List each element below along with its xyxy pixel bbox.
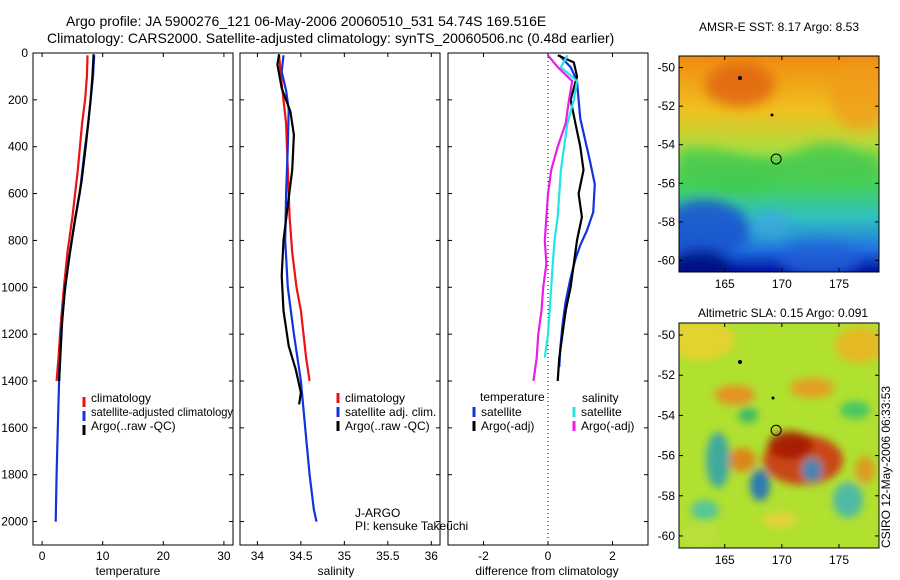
temperature-xtick-label: 20 xyxy=(157,549,171,563)
difference-legend-salinity: salinity xyxy=(582,391,619,405)
difference-plot-frame xyxy=(447,52,649,546)
depth-tick-label: 600 xyxy=(8,187,28,201)
sla-ytick-label: -50 xyxy=(658,328,676,342)
difference-series-2 xyxy=(543,54,579,358)
sla-xtick-label: 170 xyxy=(772,553,792,567)
sla-heatmap xyxy=(679,323,879,548)
sst-ytick-label: -58 xyxy=(658,215,676,229)
temperature-xtick-label: 30 xyxy=(217,549,231,563)
salinity-annotation-program: J-ARGO xyxy=(355,506,400,520)
difference-legend-temp-argo: Argo(-adj) xyxy=(481,419,534,433)
salinity-profile-panel: 34 34.5 35 35.5 36 salinity climatology sate… xyxy=(239,52,468,578)
salinity-xtick-label: 35 xyxy=(338,549,352,563)
salinity-series-2 xyxy=(276,54,302,405)
temperature-series-2 xyxy=(58,54,95,382)
sla-ytick-label: -58 xyxy=(658,489,676,503)
salinity-legend-satellite: satellite adj. clim. xyxy=(345,405,436,419)
sla-ytick-label: -60 xyxy=(658,529,676,543)
sla-xtick-label: 175 xyxy=(829,553,849,567)
sla-ytick-label: -52 xyxy=(658,368,676,382)
sla-ytick-label: -56 xyxy=(658,449,676,463)
sst-map-frame xyxy=(678,55,880,273)
sst-xtick-label: 170 xyxy=(772,277,792,291)
salinity-series-0 xyxy=(278,55,311,382)
depth-tick-label: 1800 xyxy=(1,468,28,482)
temperature-xlabel: temperature xyxy=(96,564,161,578)
salinity-legend: climatology satellite adj. clim. Argo(..… xyxy=(336,391,436,433)
temperature-legend-satellite: satellite-adjusted climatology xyxy=(91,405,233,419)
temperature-xtick-label: 10 xyxy=(96,549,110,563)
depth-tick-label: 0 xyxy=(21,46,28,60)
temperature-plot-frame xyxy=(32,52,234,546)
salinity-xlabel: salinity xyxy=(318,564,355,578)
sst-map-panel: AMSR-E SST: 8.17 Argo: 8.53 165 170 175 -50… xyxy=(658,20,880,291)
difference-legend: temperature satellite Argo(-adj) salinit… xyxy=(472,390,634,433)
depth-tick-label: 200 xyxy=(8,93,28,107)
salinity-xtick-label: 36 xyxy=(425,549,439,563)
temperature-xtick-label: 0 xyxy=(39,549,46,563)
sst-ytick-label: -54 xyxy=(658,138,676,152)
sst-xtick-label: 175 xyxy=(829,277,849,291)
depth-tick-label: 800 xyxy=(8,233,28,247)
difference-xtick-label: 0 xyxy=(545,549,552,563)
difference-xtick-label: -2 xyxy=(478,549,489,563)
sla-xtick-label: 165 xyxy=(715,553,735,567)
sst-map-title: AMSR-E SST: 8.17 Argo: 8.53 xyxy=(699,20,859,34)
salinity-legend-argo: Argo(..raw -QC) xyxy=(345,419,430,433)
sst-xtick-label: 165 xyxy=(715,277,735,291)
difference-legend-sal-argo: Argo(-adj) xyxy=(581,419,634,433)
sla-land-marks xyxy=(738,360,775,400)
sla-argo-location-marker xyxy=(770,424,782,436)
salinity-series-1 xyxy=(280,55,318,522)
difference-series-1 xyxy=(556,54,585,382)
difference-profile-panel: -2 0 2 difference from climatology tempera… xyxy=(447,52,649,578)
credit-stamp: CSIRO 12-May-2006 06:33:53 xyxy=(879,386,893,548)
depth-tick-label: 1000 xyxy=(1,280,28,294)
sst-argo-location-marker xyxy=(770,153,782,165)
temperature-legend-climatology: climatology xyxy=(91,391,151,405)
difference-series-0 xyxy=(558,54,596,367)
sla-map-frame xyxy=(678,322,880,549)
salinity-xtick-label: 34 xyxy=(251,549,265,563)
sst-ytick-label: -50 xyxy=(658,61,676,75)
header-line-2: Climatology: CARS2000. Satellite-adjuste… xyxy=(47,30,614,46)
depth-tick-label: 2000 xyxy=(1,515,28,529)
temperature-legend: climatology satellite-adjusted climatolo… xyxy=(82,391,233,435)
salinity-plot-frame xyxy=(239,52,441,546)
sla-ytick-label: -54 xyxy=(658,408,676,422)
difference-xtick-label: 2 xyxy=(609,549,616,563)
temperature-profile-panel: 0 10 20 30 0 200 400 600 800 1000 1200 1400 1600 180… xyxy=(1,46,234,578)
header-line-1: Argo profile: JA 5900276_121 06-May-2006… xyxy=(66,13,546,29)
salinity-annotation-pi: PI: kensuke Takeuchi xyxy=(355,519,468,533)
depth-tick-label: 1400 xyxy=(1,374,28,388)
sst-ytick-label: -56 xyxy=(658,176,676,190)
sst-ytick-label: -52 xyxy=(658,99,676,113)
depth-tick-label: 1200 xyxy=(1,327,28,341)
sla-map-title: Altimetric SLA: 0.15 Argo: 0.091 xyxy=(698,306,868,320)
depth-tick-label: 400 xyxy=(8,140,28,154)
difference-xlabel: difference from climatology xyxy=(475,564,618,578)
salinity-xtick-label: 34.5 xyxy=(289,549,313,563)
sst-heatmap xyxy=(679,56,879,272)
sst-ytick-label: -60 xyxy=(658,253,676,267)
difference-legend-temp-satellite: satellite xyxy=(481,405,522,419)
sla-map-panel: Altimetric SLA: 0.15 Argo: 0.091 xyxy=(658,306,880,567)
salinity-legend-climatology: climatology xyxy=(345,391,405,405)
depth-tick-label: 1600 xyxy=(1,421,28,435)
temperature-legend-argo: Argo(..raw -QC) xyxy=(91,419,176,433)
sst-land-marks xyxy=(738,76,774,117)
difference-series-3 xyxy=(532,54,574,382)
salinity-xtick-label: 35.5 xyxy=(376,549,400,563)
difference-legend-temperature: temperature xyxy=(480,390,545,404)
difference-legend-sal-satellite: satellite xyxy=(581,405,622,419)
